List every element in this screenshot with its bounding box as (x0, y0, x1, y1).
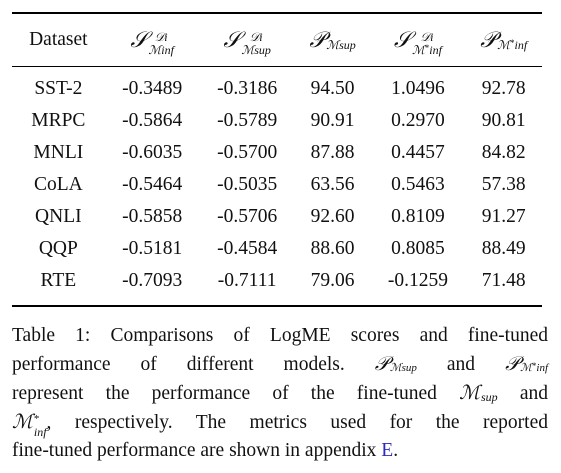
table-row: MNLI -0.6035 -0.5700 87.88 0.4457 84.82 (12, 137, 542, 169)
math-p-sup-inline: 𝒫 ℳsup (374, 352, 417, 375)
table-row: CoLA -0.5464 -0.5035 63.56 0.5463 57.38 (12, 169, 542, 201)
cell-s-sup: -0.4584 (217, 238, 278, 259)
cell-s-sup: -0.7111 (217, 270, 277, 291)
header-s-inf: 𝒮 𝒟i ℳinf (105, 13, 200, 67)
caption-line-1: Table 1: Comparisons of LogME scores and… (12, 325, 548, 346)
cell-dataset: QNLI (35, 206, 82, 227)
cell-p-inf-star: 92.78 (481, 78, 526, 99)
cell-s-inf: -0.5464 (122, 174, 183, 195)
math-p-sup: 𝒫 ℳsup (309, 27, 356, 53)
cell-p-sup: 88.60 (310, 238, 355, 259)
cell-s-inf-star: 1.0496 (391, 78, 445, 99)
header-p-inf-star: 𝒫 ℳ*inf (465, 13, 542, 67)
header-s-inf-star: 𝒮 𝒟i ℳ*inf (370, 13, 465, 67)
cell-dataset: RTE (40, 270, 77, 291)
cell-p-inf-star: 90.81 (481, 110, 526, 131)
math-s-inf: 𝒮 𝒟i ℳinf (130, 27, 174, 57)
cell-p-inf-star: 84.82 (481, 142, 526, 163)
cell-s-inf: -0.3489 (122, 78, 183, 99)
header-p-sup: 𝒫 ℳsup (295, 13, 371, 67)
cell-dataset: CoLA (33, 174, 83, 195)
cell-s-sup: -0.5789 (217, 110, 278, 131)
cell-p-sup: 79.06 (310, 270, 355, 291)
table-caption: Table 1: Comparisons of LogME scores and… (12, 322, 548, 465)
header-s-sup: 𝒮 𝒟i ℳsup (200, 13, 295, 67)
caption-line-2: performance of different models. 𝒫 ℳsup a… (12, 350, 548, 379)
table-body: SST-2 -0.3489 -0.3186 94.50 1.0496 92.78… (12, 67, 542, 306)
cell-s-inf-star: -0.1259 (387, 270, 448, 291)
cell-s-sup: -0.5706 (217, 206, 278, 227)
cell-s-inf-star: 0.2970 (391, 110, 445, 131)
caption-line-5: fine-tuned performance are shown in appe… (12, 440, 399, 461)
cell-p-sup: 87.88 (310, 142, 355, 163)
math-p-inf-star-inline: 𝒫 ℳ*inf (505, 352, 549, 375)
cell-s-inf: -0.5864 (122, 110, 183, 131)
math-m-inf-star-inline: ℳ * inf (12, 410, 47, 439)
cell-s-inf-star: 0.5463 (391, 174, 445, 195)
caption-line-3: represent the performance of the fine-tu… (12, 379, 548, 408)
caption-line-4: ℳ * inf, respectively. The metrics used fo… (12, 410, 548, 439)
cell-s-inf-star: 0.4457 (391, 142, 445, 163)
cell-s-inf: -0.5858 (122, 206, 183, 227)
cell-dataset: QQP (38, 238, 78, 259)
math-p-inf-star: 𝒫 ℳ*inf (480, 27, 528, 53)
cell-s-inf-star: 0.8085 (391, 238, 445, 259)
math-s-inf-star: 𝒮 𝒟i ℳ*inf (393, 27, 442, 57)
appendix-link[interactable]: E (381, 440, 394, 461)
cell-s-sup: -0.5035 (217, 174, 278, 195)
cell-s-inf: -0.5181 (122, 238, 183, 259)
cell-p-inf-star: 57.38 (481, 174, 526, 195)
cell-s-sup: -0.3186 (217, 78, 278, 99)
table-row: SST-2 -0.3489 -0.3186 94.50 1.0496 92.78 (12, 67, 542, 106)
table-row: RTE -0.7093 -0.7111 79.06 -0.1259 71.48 (12, 265, 542, 306)
math-s-sup: 𝒮 𝒟i ℳsup (223, 27, 271, 57)
cell-p-sup: 90.91 (310, 110, 355, 131)
cell-p-sup: 92.60 (310, 206, 355, 227)
cell-p-inf-star: 71.48 (481, 270, 526, 291)
cell-dataset: MNLI (33, 142, 84, 163)
cell-dataset: SST-2 (34, 78, 83, 99)
cell-dataset: MRPC (31, 110, 86, 131)
cell-p-sup: 94.50 (310, 78, 355, 99)
cell-p-inf-star: 88.49 (481, 238, 526, 259)
table-row: QQP -0.5181 -0.4584 88.60 0.8085 88.49 (12, 233, 542, 265)
table-row: MRPC -0.5864 -0.5789 90.91 0.2970 90.81 (12, 105, 542, 137)
cell-p-inf-star: 91.27 (481, 206, 526, 227)
cell-p-sup: 63.56 (310, 174, 355, 195)
cell-s-sup: -0.5700 (217, 142, 278, 163)
table-row: QNLI -0.5858 -0.5706 92.60 0.8109 91.27 (12, 201, 542, 233)
header-dataset: Dataset (29, 29, 88, 50)
cell-s-inf-star: 0.8109 (391, 206, 445, 227)
cell-s-inf: -0.7093 (122, 270, 183, 291)
cell-s-inf: -0.6035 (122, 142, 183, 163)
